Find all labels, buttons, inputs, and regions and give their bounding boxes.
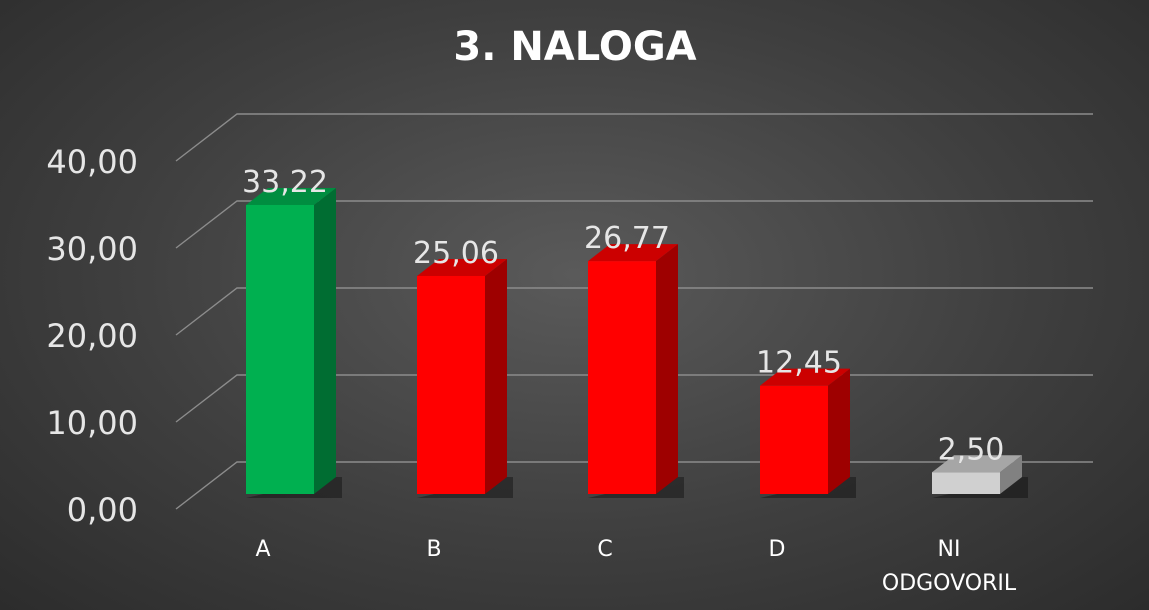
data-labels: 33,22 25,06 26,77 12,45 2,50 <box>242 165 1004 467</box>
bar-top <box>932 455 1022 473</box>
gridline <box>175 200 1093 249</box>
bar <box>246 187 342 498</box>
y-tick-label: 30,00 <box>46 230 138 268</box>
x-tick-label: A <box>255 537 270 562</box>
bar-top <box>588 244 678 262</box>
data-label: 2,50 <box>938 432 1005 467</box>
chart-title: 3. NALOGA <box>453 24 696 70</box>
bar <box>588 244 684 498</box>
x-axis-ticks: A B C D NI ODGOVORIL <box>255 537 1016 596</box>
bar-side <box>314 187 336 494</box>
bar-front <box>760 385 828 494</box>
x-tick-label: B <box>426 537 441 562</box>
x-tick-label: C <box>597 537 612 562</box>
bar <box>932 455 1028 498</box>
bar <box>417 258 513 498</box>
bar-side <box>828 368 850 494</box>
bar-top <box>246 187 336 205</box>
bar-side <box>485 258 507 494</box>
x-tick-label: ODGOVORIL <box>882 571 1017 596</box>
bar-front <box>246 204 314 494</box>
x-tick-label: NI <box>938 537 961 562</box>
bar-top <box>417 258 507 276</box>
y-tick-label: 0,00 <box>67 491 138 529</box>
bar-front <box>932 472 1000 494</box>
gridline <box>175 113 1093 162</box>
y-tick-label: 40,00 <box>46 143 138 181</box>
data-label: 26,77 <box>584 221 670 256</box>
data-label: 12,45 <box>756 346 842 381</box>
y-tick-label: 10,00 <box>46 404 138 442</box>
data-label: 33,22 <box>242 165 328 200</box>
gridline <box>175 287 1093 336</box>
x-tick-label: D <box>769 537 786 562</box>
y-axis-ticks: 0,00 10,00 20,00 30,00 40,00 <box>46 143 138 529</box>
bar <box>760 368 856 498</box>
bar-front <box>588 261 656 494</box>
data-label: 25,06 <box>413 236 499 271</box>
bar-front <box>417 275 485 494</box>
y-tick-label: 20,00 <box>46 317 138 355</box>
bars <box>246 187 1028 498</box>
bar-top <box>760 368 850 386</box>
bar-side <box>656 244 678 494</box>
bar-side <box>1000 455 1022 494</box>
